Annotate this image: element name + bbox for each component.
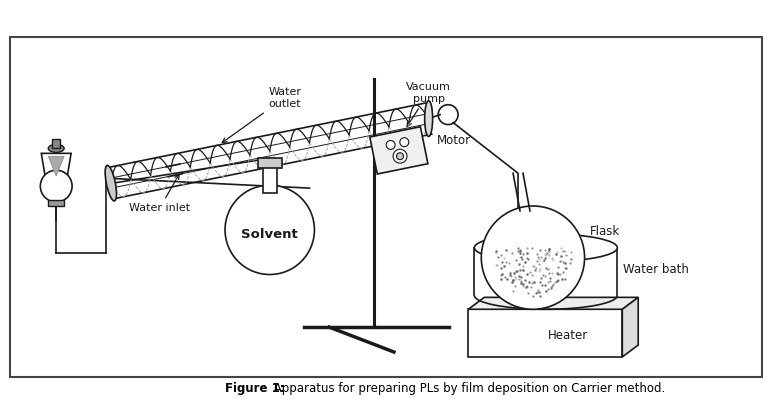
Circle shape: [40, 170, 72, 202]
Text: Motor: Motor: [436, 134, 471, 147]
Circle shape: [397, 153, 404, 160]
Circle shape: [400, 138, 408, 146]
Circle shape: [386, 140, 395, 149]
Circle shape: [482, 206, 584, 309]
Bar: [258, 158, 282, 168]
Bar: [52, 140, 60, 149]
Bar: [9, 37, 762, 377]
Text: Solvent: Solvent: [241, 228, 298, 241]
Ellipse shape: [48, 144, 64, 152]
Ellipse shape: [475, 234, 618, 262]
Polygon shape: [48, 156, 64, 176]
Polygon shape: [622, 297, 638, 357]
Text: Vacuum
pump: Vacuum pump: [406, 82, 451, 126]
Text: Heater: Heater: [548, 329, 589, 342]
Text: Water inlet: Water inlet: [129, 175, 191, 213]
Circle shape: [225, 185, 314, 275]
Text: Flask: Flask: [590, 225, 620, 238]
Text: Apparatus for preparing PLs by film deposition on Carrier method.: Apparatus for preparing PLs by film depo…: [270, 382, 665, 395]
Polygon shape: [370, 127, 428, 174]
Circle shape: [393, 149, 407, 163]
Polygon shape: [468, 297, 638, 309]
Text: Water bath: Water bath: [623, 263, 689, 276]
Bar: [48, 200, 64, 206]
Ellipse shape: [425, 101, 433, 136]
Ellipse shape: [105, 165, 117, 201]
Polygon shape: [41, 153, 71, 183]
Text: Water
outlet: Water outlet: [223, 87, 301, 142]
Bar: [263, 165, 277, 193]
Bar: [468, 309, 622, 357]
Text: Figure 1:: Figure 1:: [225, 382, 285, 395]
